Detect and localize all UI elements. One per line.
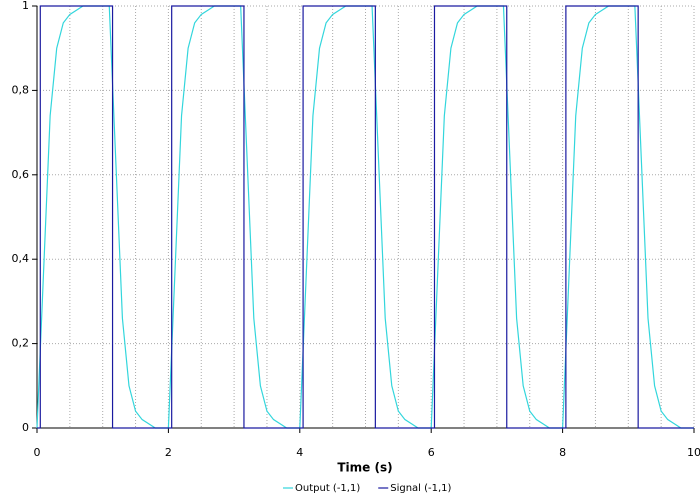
x-tick-label: 6 xyxy=(428,446,435,459)
legend-label: Signal (-1,1) xyxy=(390,483,451,494)
y-tick-label: 0,2 xyxy=(12,337,30,350)
y-tick-label: 1 xyxy=(22,0,29,12)
x-tick-label: 2 xyxy=(165,446,172,459)
x-axis-label: Time (s) xyxy=(337,461,392,475)
x-tick-label: 10 xyxy=(687,446,700,459)
x-tick-label: 8 xyxy=(559,446,566,459)
y-tick-label: 0,4 xyxy=(12,252,30,265)
x-tick-label: 0 xyxy=(34,446,41,459)
series-line xyxy=(37,5,694,429)
y-tick-label: 0,6 xyxy=(12,168,30,181)
x-tick-label: 4 xyxy=(296,446,303,459)
legend-label: Output (-1,1) xyxy=(295,483,360,494)
y-tick-label: 0,8 xyxy=(12,83,30,96)
y-tick-label: 0 xyxy=(22,421,29,434)
